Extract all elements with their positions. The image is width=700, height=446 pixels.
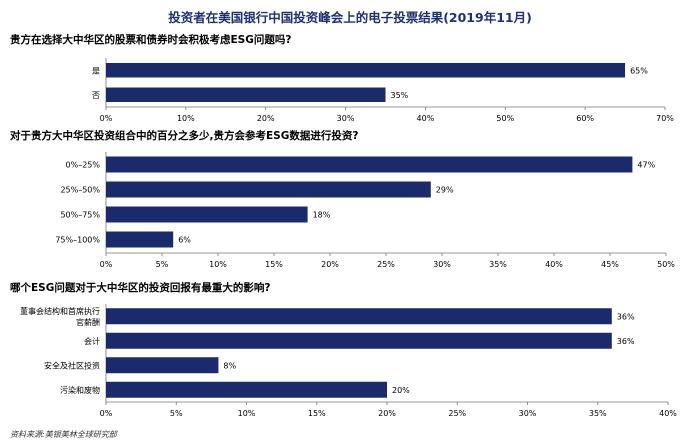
chart-1-question: 贵方在选择大中华区的股票和债券时会积极考虑ESG问题吗? — [10, 33, 291, 46]
chart-3-bar — [106, 357, 219, 374]
chart-3-category-label: 安全及社区投资 — [44, 360, 100, 370]
chart-3-tick-label: 10% — [238, 409, 256, 418]
chart-3-category-label: 董事会结构和首席执行 — [20, 306, 100, 316]
chart-3-tick-label: 0% — [100, 409, 113, 418]
chart-2-question: 对于贵方大中华区投资组合中的百分之多少,贵方会参考ESG数据进行投资? — [10, 129, 358, 142]
chart-1-tick-label: 30% — [337, 114, 355, 123]
chart-2-tick-label: 20% — [321, 260, 339, 269]
chart-1-tick-label: 60% — [576, 114, 594, 123]
chart-3-data-label: 36% — [617, 312, 635, 321]
chart-2-data-label: 6% — [178, 236, 191, 245]
chart-1-bar — [106, 63, 626, 78]
chart-2-category-label: 50%–75% — [60, 211, 100, 220]
chart-2-tick-label: 5% — [156, 260, 169, 269]
chart-2-bar — [106, 156, 633, 173]
chart-3-tick-label: 35% — [589, 409, 607, 418]
chart-3-question: 哪个ESG问题对于大中华区的投资回报有最重大的影响? — [10, 281, 270, 294]
chart-3-data-label: 8% — [223, 361, 236, 370]
chart-2-tick-label: 30% — [433, 260, 451, 269]
chart-1-tick-label: 40% — [417, 114, 435, 123]
chart-2-data-label: 18% — [313, 211, 331, 220]
chart-3-tick-label: 40% — [659, 409, 677, 418]
chart-2-tick-label: 50% — [657, 260, 675, 269]
chart-1-tick-label: 0% — [100, 114, 113, 123]
chart-2-bar — [106, 181, 431, 198]
chart-1-category-label: 否 — [92, 91, 100, 100]
chart-2-tick-label: 45% — [601, 260, 619, 269]
chart-2-tick-label: 25% — [377, 260, 395, 269]
chart-3-tick-label: 5% — [170, 409, 183, 418]
chart-3-tick-label: 25% — [448, 409, 466, 418]
chart-3-data-label: 20% — [392, 386, 410, 395]
chart-3-data-label: 36% — [617, 337, 635, 346]
chart-2-category-label: 75%–100% — [55, 236, 100, 245]
chart-1-tick-label: 50% — [496, 114, 514, 123]
chart-2-bar — [106, 206, 308, 223]
chart-1-category-label: 是 — [92, 66, 100, 75]
chart-2-tick-label: 10% — [209, 260, 227, 269]
chart-3-tick-label: 30% — [519, 409, 537, 418]
chart-1-tick-label: 10% — [177, 114, 195, 123]
chart-3-bar — [106, 381, 387, 398]
chart-2-tick-label: 15% — [265, 260, 283, 269]
chart-2-bar — [106, 231, 174, 248]
chart-2-tick-label: 40% — [545, 260, 563, 269]
chart-2-data-label: 29% — [436, 186, 454, 195]
chart-3-tick-label: 20% — [378, 409, 396, 418]
chart-1-data-label: 35% — [391, 91, 409, 100]
chart-2-tick-label: 35% — [489, 260, 507, 269]
chart-2-tick-label: 0% — [100, 260, 113, 269]
chart-3-tick-label: 15% — [308, 409, 326, 418]
chart-2-category-label: 25%–50% — [60, 186, 100, 195]
chart-1-bar — [106, 87, 386, 102]
chart-1-tick-label: 20% — [257, 114, 275, 123]
chart-1-tick-label: 70% — [656, 114, 674, 123]
source-note: 资料来源:美银美林全球研究部 — [10, 430, 117, 439]
chart-2-category-label: 0%–25% — [66, 161, 101, 170]
page-title: 投资者在美国银行中国投资峰会上的电子投票结果(2019年11月) — [168, 10, 532, 25]
chart-3-category-label: 会计 — [84, 336, 100, 346]
chart-1-data-label: 65% — [630, 66, 648, 75]
chart-2-data-label: 47% — [637, 161, 655, 170]
chart-3-category-label: 官薪酬 — [76, 317, 100, 327]
chart-3-bar — [106, 308, 612, 325]
chart-3-category-label: 污染和废物 — [60, 385, 100, 395]
chart-3-bar — [106, 332, 612, 349]
